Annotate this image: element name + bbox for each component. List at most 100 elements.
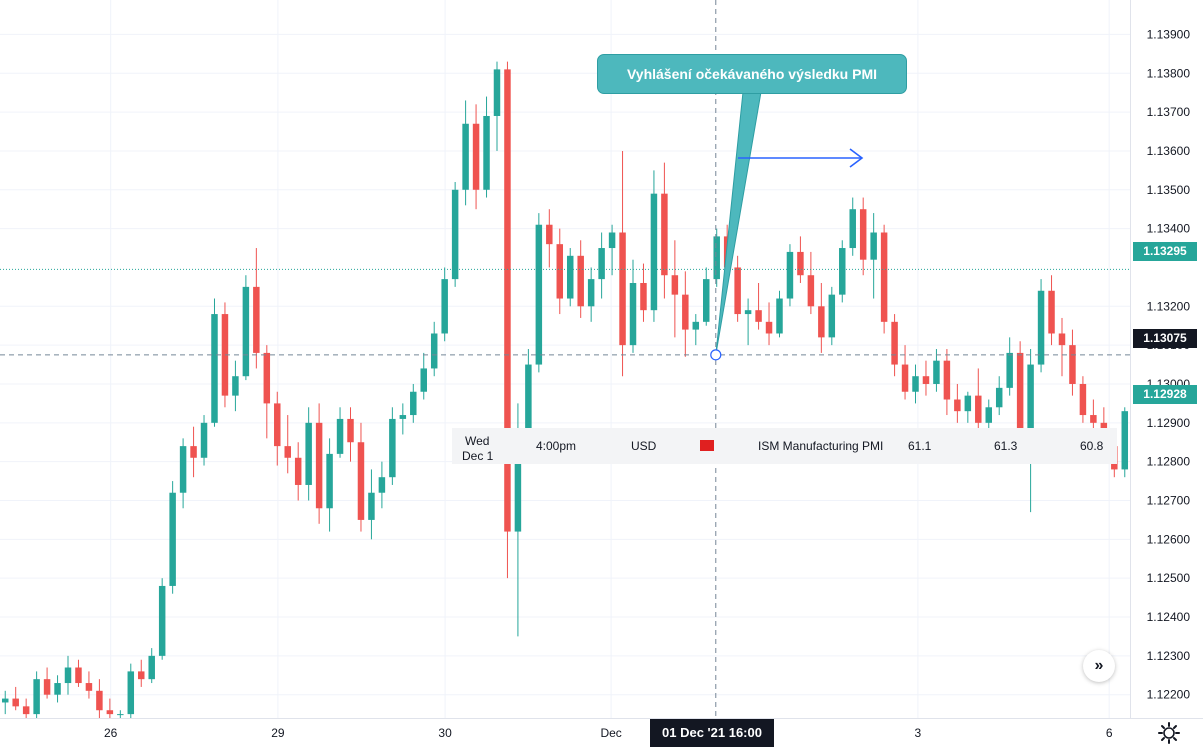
time-tick-label: 3 [915, 726, 922, 740]
arrow-head [849, 148, 864, 168]
candle-body [692, 321, 700, 330]
price-tick-label: 1.13800 [1147, 66, 1191, 80]
candle [859, 197, 867, 276]
candle-body [933, 360, 940, 384]
price-tick-label: 1.13200 [1147, 299, 1191, 313]
candle-body [493, 69, 501, 116]
candle [43, 667, 51, 699]
candle-body [995, 387, 1003, 408]
candle [451, 182, 459, 287]
candle [995, 376, 1003, 416]
candle-body [954, 399, 961, 412]
price-tick-label: 1.12200 [1147, 688, 1191, 702]
candle-body [786, 251, 794, 299]
candle [839, 240, 846, 303]
candle-body [462, 123, 469, 190]
candle [703, 267, 710, 326]
candle-body [169, 492, 176, 586]
grid-lines [0, 0, 1130, 718]
candle [190, 426, 197, 478]
candle [158, 578, 166, 660]
candle-body [242, 286, 250, 377]
candle-body [964, 395, 972, 412]
candle [368, 469, 375, 540]
candle-body [556, 244, 564, 299]
candle-body [263, 352, 271, 404]
pmi-callout[interactable]: Vyhlášení očekávaného výsledku PMI [597, 54, 907, 94]
candle-body [274, 403, 281, 447]
candle [242, 275, 250, 381]
candle [138, 659, 145, 687]
candle-body [577, 255, 584, 307]
candle-body [430, 333, 438, 369]
candle-body [535, 224, 543, 365]
candle [818, 282, 825, 353]
candle [1, 690, 9, 715]
candle-body [64, 667, 72, 684]
candle [776, 290, 783, 338]
candle-body [1027, 364, 1034, 439]
candle-body [619, 232, 626, 346]
crosshair-price-tag: 1.13075 [1133, 329, 1197, 348]
candle-body [1058, 333, 1066, 346]
candle-body [127, 671, 135, 715]
candle-body [399, 415, 407, 419]
price-axis-panel [1130, 0, 1203, 748]
price-axis[interactable]: 1.13900 1.13800 1.13700 1.13600 1.13500 1.134… [1130, 0, 1203, 748]
callout-pointer [715, 91, 762, 355]
impact-icon [700, 440, 714, 451]
price-tick-label: 1.12700 [1147, 493, 1191, 507]
event-currency: USD [631, 439, 657, 453]
candle [587, 267, 595, 322]
time-axis[interactable]: 26 29 30 Dec 3 6 [0, 718, 1203, 741]
candle-body [943, 360, 951, 400]
candle-body [368, 492, 375, 520]
candle [786, 244, 794, 307]
candle [1079, 376, 1087, 423]
candle [22, 698, 30, 718]
candle-body [117, 714, 124, 716]
price-tick-label: 1.12300 [1147, 649, 1191, 663]
candle-body [671, 275, 679, 295]
candle [744, 298, 752, 346]
candle [1037, 279, 1045, 373]
candle-body [22, 706, 30, 715]
candle-body [232, 376, 239, 396]
settings-gear-icon[interactable] [1155, 719, 1183, 747]
candle-body [43, 679, 51, 695]
economic-event-row[interactable]: Wed Dec 1 4:00pm USD ISM Manufacturing P… [452, 428, 1117, 464]
candle-body [744, 310, 752, 315]
candle [671, 240, 679, 338]
candle-body [294, 457, 302, 485]
crosshair-time-tag: 01 Dec '21 16:00 [650, 719, 774, 747]
candle [75, 659, 82, 687]
candle [430, 321, 438, 377]
candle-body [807, 275, 815, 307]
candle-body [525, 364, 532, 443]
time-tick-label: Dec [600, 726, 621, 740]
time-tick-label: 6 [1106, 726, 1113, 740]
price-tick-label: 1.13500 [1147, 183, 1191, 197]
candle-body [734, 267, 741, 315]
price-tick-label: 1.12600 [1147, 532, 1191, 546]
price-tick-label: 1.12900 [1147, 416, 1191, 430]
candle [1121, 407, 1129, 478]
candle [640, 263, 647, 322]
event-day: Wed [465, 434, 490, 448]
candle [232, 360, 239, 412]
candle-body [75, 667, 82, 684]
candle [975, 368, 982, 431]
candle [85, 671, 93, 699]
candle-body [765, 321, 773, 334]
scroll-to-realtime-button[interactable]: » [1083, 650, 1115, 682]
candle [410, 383, 417, 423]
time-tick-label: 30 [438, 726, 452, 740]
candle-body [96, 690, 103, 711]
last-line-price-tag: 1.13295 [1133, 242, 1197, 261]
candle [253, 248, 260, 369]
candle [12, 686, 19, 711]
candle-body [859, 209, 867, 260]
candle-body [12, 698, 19, 707]
candle-body [284, 446, 291, 458]
